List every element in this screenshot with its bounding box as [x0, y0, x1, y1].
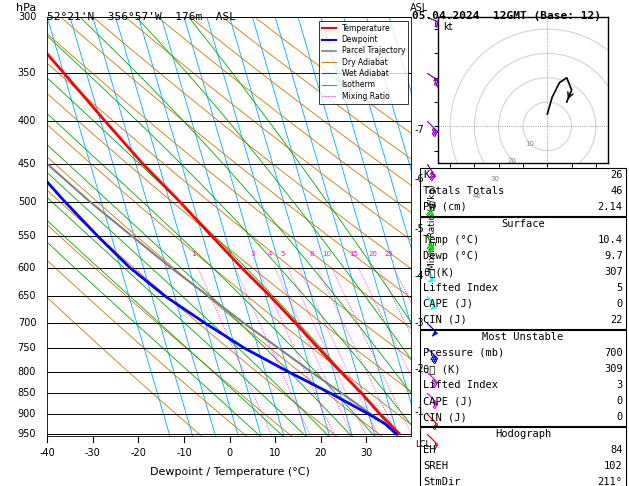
Text: 40: 40	[473, 193, 482, 199]
Text: 2.14: 2.14	[598, 202, 623, 212]
Text: 1: 1	[191, 251, 196, 257]
Text: 15: 15	[348, 251, 358, 257]
Text: -1: -1	[415, 407, 425, 417]
Text: CIN (J): CIN (J)	[423, 412, 467, 422]
Text: Totals Totals: Totals Totals	[423, 186, 504, 196]
Text: 307: 307	[604, 267, 623, 277]
Text: 22: 22	[610, 315, 623, 325]
Text: Mixing Ratio (g/kg): Mixing Ratio (g/kg)	[428, 184, 437, 270]
Text: 4: 4	[267, 251, 272, 257]
Text: 3: 3	[616, 380, 623, 390]
Text: 700: 700	[18, 318, 36, 328]
Text: 05.04.2024  12GMT (Base: 12): 05.04.2024 12GMT (Base: 12)	[412, 11, 601, 21]
Text: 900: 900	[18, 409, 36, 419]
Text: -7: -7	[415, 125, 425, 135]
Text: 9.7: 9.7	[604, 251, 623, 261]
Text: -2: -2	[415, 364, 425, 374]
Text: 10.4: 10.4	[598, 235, 623, 245]
Text: 0: 0	[226, 448, 233, 458]
Text: 25: 25	[384, 251, 392, 257]
Text: θᴇ (K): θᴇ (K)	[423, 364, 461, 374]
Text: -40: -40	[39, 448, 55, 458]
Text: -3: -3	[415, 318, 425, 328]
Text: km
ASL: km ASL	[410, 0, 428, 13]
Text: θᴇ(K): θᴇ(K)	[423, 267, 455, 277]
Text: 700: 700	[604, 348, 623, 358]
Text: 5: 5	[616, 283, 623, 293]
Text: StmDir: StmDir	[423, 477, 461, 486]
Text: 8: 8	[310, 251, 314, 257]
Text: 10: 10	[269, 448, 281, 458]
Text: EH: EH	[423, 445, 436, 455]
Text: 30: 30	[491, 176, 499, 182]
Text: K: K	[423, 170, 430, 180]
Text: -5: -5	[415, 225, 425, 234]
Text: 400: 400	[18, 116, 36, 126]
Text: Surface: Surface	[501, 219, 545, 229]
Text: kt: kt	[443, 22, 452, 32]
Text: -10: -10	[176, 448, 192, 458]
Text: 2: 2	[228, 251, 232, 257]
Text: 550: 550	[18, 231, 36, 241]
Text: 20: 20	[314, 448, 327, 458]
Text: 450: 450	[18, 158, 36, 169]
Text: 30: 30	[360, 448, 372, 458]
Text: 20: 20	[508, 158, 517, 164]
Text: 211°: 211°	[598, 477, 623, 486]
Text: hPa: hPa	[16, 3, 36, 13]
Text: -20: -20	[130, 448, 147, 458]
Text: Dewpoint / Temperature (°C): Dewpoint / Temperature (°C)	[150, 467, 309, 477]
Text: 5: 5	[281, 251, 285, 257]
Text: Temp (°C): Temp (°C)	[423, 235, 479, 245]
Text: 10: 10	[525, 141, 534, 147]
Text: 300: 300	[18, 12, 36, 22]
Text: CAPE (J): CAPE (J)	[423, 396, 473, 406]
Text: 0: 0	[616, 396, 623, 406]
Text: CAPE (J): CAPE (J)	[423, 299, 473, 309]
Text: 350: 350	[18, 68, 36, 78]
Text: 10: 10	[322, 251, 331, 257]
Text: Hodograph: Hodograph	[495, 429, 551, 439]
Text: 500: 500	[18, 197, 36, 207]
Text: 46: 46	[610, 186, 623, 196]
Text: 0: 0	[616, 299, 623, 309]
Text: Lifted Index: Lifted Index	[423, 283, 498, 293]
Text: 650: 650	[18, 292, 36, 301]
Text: 600: 600	[18, 262, 36, 273]
Text: SREH: SREH	[423, 461, 448, 471]
Text: 102: 102	[604, 461, 623, 471]
Text: 0: 0	[616, 412, 623, 422]
Text: 3: 3	[250, 251, 255, 257]
Text: 800: 800	[18, 366, 36, 377]
Text: CIN (J): CIN (J)	[423, 315, 467, 325]
Text: Dewp (°C): Dewp (°C)	[423, 251, 479, 261]
Text: LCL: LCL	[415, 440, 430, 449]
Text: 52°21'N  356°57'W  176m  ASL: 52°21'N 356°57'W 176m ASL	[47, 12, 236, 22]
Text: 850: 850	[18, 388, 36, 399]
Text: 20: 20	[369, 251, 377, 257]
Text: -30: -30	[85, 448, 101, 458]
Legend: Temperature, Dewpoint, Parcel Trajectory, Dry Adiabat, Wet Adiabat, Isotherm, Mi: Temperature, Dewpoint, Parcel Trajectory…	[319, 21, 408, 104]
Text: 84: 84	[610, 445, 623, 455]
Text: 26: 26	[610, 170, 623, 180]
Text: -4: -4	[415, 272, 425, 281]
Text: 309: 309	[604, 364, 623, 374]
Text: -6: -6	[415, 174, 425, 184]
Text: Pressure (mb): Pressure (mb)	[423, 348, 504, 358]
Text: PW (cm): PW (cm)	[423, 202, 467, 212]
Text: 750: 750	[18, 343, 36, 353]
Text: Most Unstable: Most Unstable	[482, 332, 564, 342]
Text: Lifted Index: Lifted Index	[423, 380, 498, 390]
Text: 950: 950	[18, 429, 36, 439]
